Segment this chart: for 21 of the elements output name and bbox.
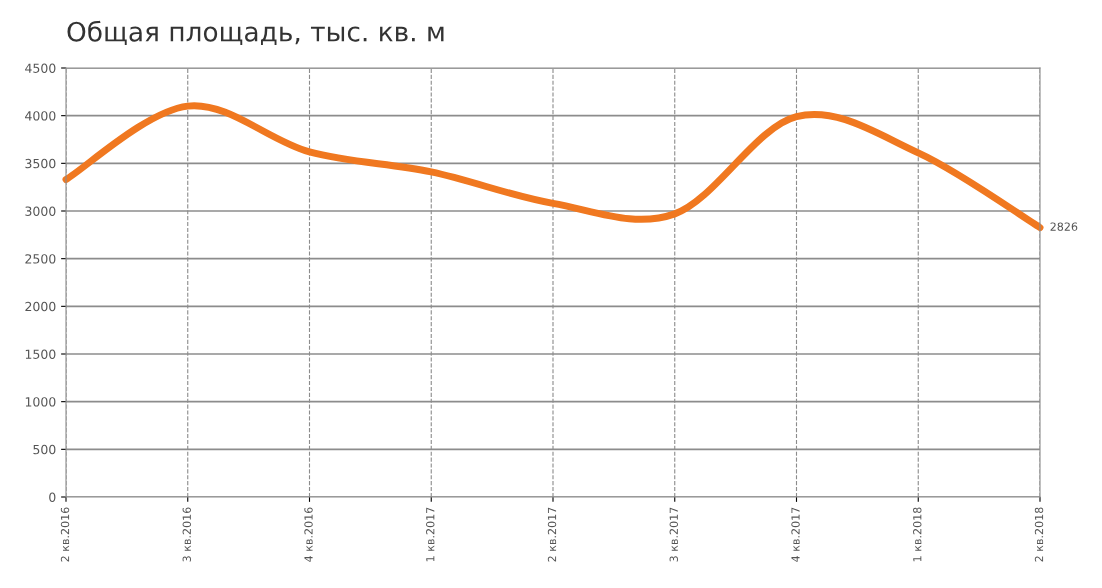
y-tick-label: 2500	[25, 254, 56, 264]
x-tick-label: 4 кв.2016	[304, 507, 313, 562]
y-tick-label: 1500	[25, 349, 56, 359]
y-tick-label: 1000	[25, 397, 56, 407]
x-tick-label: 3 кв.2017	[669, 507, 678, 562]
y-tick-label: 4500	[25, 63, 56, 73]
y-tick-label: 4000	[25, 111, 56, 121]
x-tick-label: 2 кв.2017	[547, 507, 557, 562]
y-tick-label: 500	[33, 444, 56, 455]
y-tick-label: 3000	[25, 206, 56, 216]
x-tick-label: 2 кв.2018	[1034, 507, 1044, 562]
chart-title: Общая площадь, тыс. кв. м	[67, 20, 444, 45]
x-tick-label: 3 кв.2016	[182, 507, 191, 562]
x-tick-label: 1 кв.2018	[913, 507, 922, 562]
y-tick-label: 0	[49, 492, 56, 502]
x-tick-label: 1 кв.2017	[426, 507, 435, 562]
data-label: 2826	[1050, 222, 1078, 231]
x-tick-label: 4 кв.2017	[791, 507, 800, 562]
y-tick-label: 2000	[25, 301, 56, 312]
y-tick-label: 3500	[25, 158, 56, 169]
x-tick-label: 2 кв.2016	[60, 507, 70, 562]
